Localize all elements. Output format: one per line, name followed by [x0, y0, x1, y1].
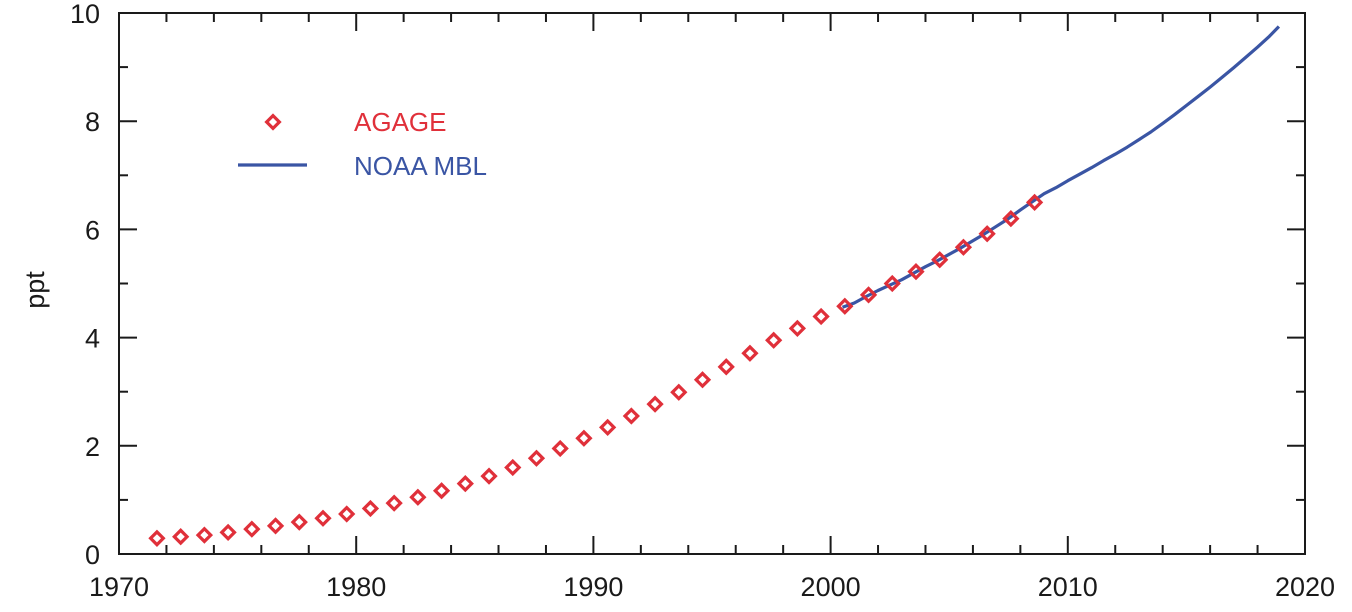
data-point-agage — [148, 529, 166, 547]
data-point-agage — [931, 251, 949, 269]
data-point-agage — [670, 383, 688, 401]
legend-item-agage: AGAGE — [264, 107, 446, 137]
data-point-agage — [1025, 193, 1044, 211]
data-point-agage — [859, 286, 878, 304]
data-point-agage — [338, 505, 356, 523]
y-tick-label: 0 — [85, 540, 100, 570]
data-point-agage — [456, 475, 474, 493]
legend-label-agage: AGAGE — [354, 107, 446, 137]
legend-marker-agage — [264, 113, 282, 131]
data-point-agage — [290, 513, 308, 531]
legend-item-noaa-mbl: NOAA MBL — [238, 151, 487, 181]
data-point-agage — [172, 528, 190, 546]
data-point-agage — [385, 494, 403, 512]
data-point-agage — [1002, 209, 1020, 228]
plot-frame — [118, 12, 1306, 555]
data-point-agage — [575, 429, 593, 447]
data-point-agage — [741, 344, 759, 362]
ticks-layer: 1970 1980 1990 2000 2010 2020 0 2 4 6 8 10 — [70, 0, 1335, 602]
data-point-agage — [907, 262, 925, 281]
y-tick-label: 6 — [85, 215, 100, 245]
data-point-agage — [432, 482, 451, 500]
x-tick-label: 1970 — [89, 572, 149, 602]
y-tick-label: 4 — [85, 324, 100, 354]
series-layer — [148, 25, 1281, 547]
data-point-agage — [266, 517, 285, 535]
y-tick-label: 8 — [85, 107, 100, 137]
data-point-agage — [788, 319, 807, 338]
x-tick-label: 2020 — [1275, 572, 1335, 602]
data-point-agage — [812, 307, 830, 326]
legend-label-noaa-mbl: NOAA MBL — [354, 151, 487, 181]
data-point-agage — [551, 439, 569, 458]
data-point-agage — [314, 509, 332, 527]
y-tick-label: 10 — [70, 0, 100, 29]
data-point-agage — [243, 520, 261, 538]
data-point-agage — [480, 467, 498, 485]
series-line-noaa-mbl — [841, 25, 1281, 309]
data-point-agage — [717, 358, 735, 376]
data-point-agage — [883, 274, 901, 293]
data-point-agage — [504, 458, 522, 477]
legend: AGAGE NOAA MBL — [238, 107, 487, 181]
data-point-agage — [978, 225, 996, 243]
y-axis-label: ppt — [20, 271, 50, 309]
x-tick-label: 1980 — [326, 572, 386, 602]
data-point-agage — [954, 238, 973, 256]
y-tick-label: 2 — [85, 432, 100, 462]
data-point-agage — [195, 526, 214, 544]
data-point-agage — [622, 407, 640, 425]
x-tick-label: 2010 — [1038, 572, 1098, 602]
data-point-agage — [836, 297, 854, 315]
x-tick-label: 1990 — [563, 572, 623, 602]
data-point-agage — [599, 418, 617, 437]
data-point-agage — [409, 488, 427, 506]
data-point-agage — [693, 371, 712, 389]
data-point-agage — [219, 523, 237, 541]
data-point-agage — [527, 449, 546, 467]
data-point-agage — [646, 395, 664, 413]
data-point-agage — [765, 331, 783, 349]
data-point-agage — [361, 499, 380, 518]
x-tick-label: 2000 — [801, 572, 861, 602]
